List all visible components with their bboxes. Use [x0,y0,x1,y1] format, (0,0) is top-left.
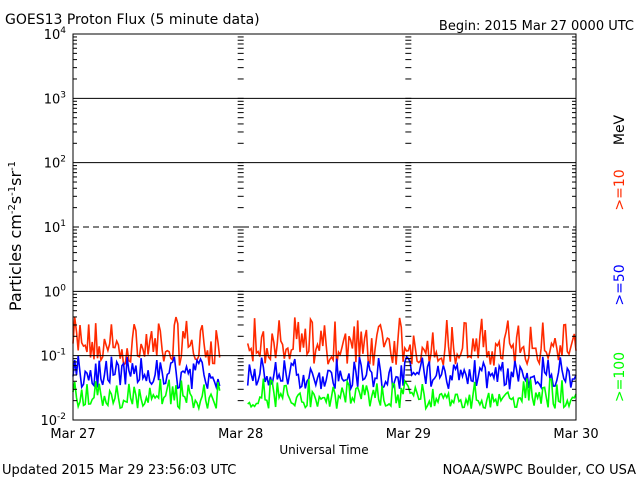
y-tick-label-0: 104 [44,26,67,43]
begin-time: Begin: 2015 Mar 27 0000 UTC [439,19,634,34]
x-tick-label-2: Mar 29 [386,427,431,442]
x-tick-label-0: Mar 27 [50,427,95,442]
series-line-0-segment-0 [72,316,221,368]
series-layer [72,316,577,412]
y-tick-label-3: 101 [44,219,66,236]
plot-frame [72,33,577,421]
y-tick-label-1: 103 [44,90,66,107]
y-tick-labels: 104 103 102 101 100 10-1 10-2 [40,26,66,429]
unit-label-mev: MeV [612,114,628,145]
y-tick-label-6: 10-2 [40,412,66,429]
legend-ge100: >=100 [612,352,628,402]
y-tick-label-2: 102 [44,155,66,172]
grid-layer [73,36,576,421]
x-axis-title: Universal Time [279,443,368,457]
series-line-0-segment-1 [246,316,577,367]
x-tick-label-1: Mar 28 [218,427,263,442]
y-tick-label-5: 10-1 [40,348,66,365]
x-tick-label-3: Mar 30 [553,427,598,442]
updated-timestamp: Updated 2015 Mar 29 23:56:03 UTC [2,463,236,478]
series-line-2-segment-0 [72,378,221,412]
y-tick-label-4: 100 [44,283,67,300]
series-line-2-segment-1 [247,377,577,411]
x-tick-labels: Mar 27 Mar 28 Mar 29 Mar 30 [50,427,598,442]
credit: NOAA/SWPC Boulder, CO USA [443,463,636,478]
legend-ge50: >=50 [612,264,628,305]
y-axis-title: Particles cm-2s-1sr-1 [6,161,25,311]
series-line-1-segment-0 [72,355,221,390]
series-line-1-segment-1 [246,355,577,392]
chart-title: GOES13 Proton Flux (5 minute data) [5,12,260,28]
legend-ge10: >=10 [612,169,628,210]
